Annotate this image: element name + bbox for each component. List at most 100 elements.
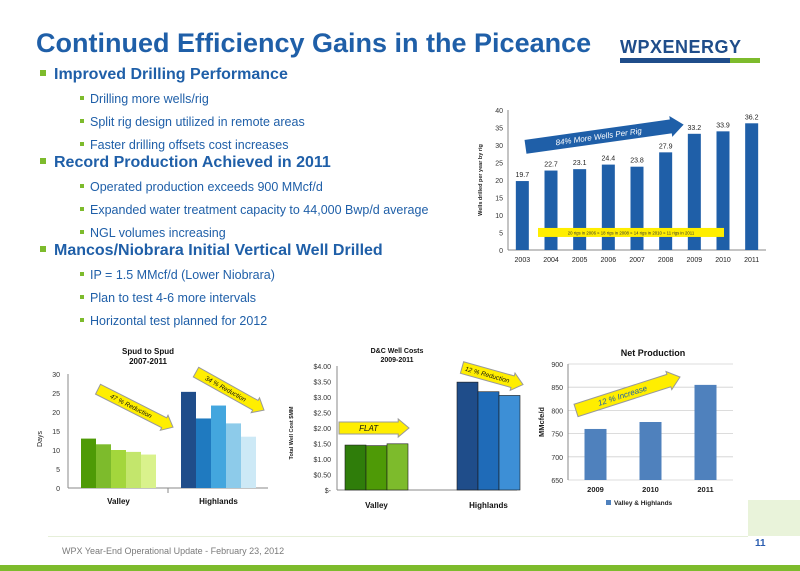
arrow-highlands-reduction-label: 34 % Reduction [204,375,248,404]
y-tick-label: 5 [499,231,503,238]
arrow-more-wells-shape [524,115,684,154]
y-tick-label: 700 [551,455,563,462]
bullet-item: IP = 1.5 MMcf/d (Lower Niobrara) [80,268,275,282]
data-label: 27.9 [659,143,673,150]
data-label: 36.2 [745,114,759,121]
bar-valley [81,438,96,488]
y-tick-label: 35 [495,126,503,133]
x-tick-label: 2004 [543,257,559,264]
footer-divider [48,536,748,537]
rigs-callout-text: 20 rigs in 2006 » 18 rigs in 2008 » 14 r… [568,230,695,235]
y-axis-title: Days [37,431,44,447]
y-tick-label: 25 [495,161,503,168]
arrow-valley-reduction-label: 47 % Reduction [109,393,153,420]
page-title: Continued Efficiency Gains in the Picean… [36,28,592,58]
footer-text: WPX Year-End Operational Update - Februa… [62,546,285,556]
bar-2009 [687,133,701,250]
y-tick-label: 20 [52,410,60,417]
y-tick-label: $1.00 [313,457,331,464]
x-tick-label: 2011 [697,485,713,494]
bar-highlands [498,395,521,491]
y-tick-label: 900 [551,362,563,369]
y-tick-label: 750 [551,432,563,439]
page-number: 11 [755,538,766,549]
bullet-heading: Record Production Achieved in 2011 [40,154,331,172]
y-tick-label: 25 [52,391,60,398]
x-tick-label: Highlands [469,501,508,510]
x-tick-label: 2010 [715,257,731,264]
bar-2007 [630,166,644,250]
chart-title: Net Production [621,348,686,358]
rigs-callout-box [538,227,724,237]
bar-highlands [477,391,500,491]
bullet-item: Plan to test 4-6 more intervals [80,291,256,305]
bar-2008 [659,152,673,250]
x-tick-label: 2011 [744,257,759,264]
logo-text: WPXENERGY [620,37,742,57]
bar-2003 [515,181,529,250]
x-tick-label: 2010 [642,485,659,494]
y-tick-label: 0 [499,248,503,255]
y-tick-label: $2.00 [313,426,331,433]
bar-highlands [241,436,256,488]
y-tick-label: 40 [495,108,503,115]
y-tick-label: 10 [495,213,503,220]
decorative-panel [748,500,800,536]
bar-2004 [544,170,558,250]
bullet-heading: Improved Drilling Performance [40,66,288,84]
legend-label: Valley & Highlands [614,500,673,507]
bar-highlands [456,381,479,491]
data-label: 33.2 [688,125,702,132]
data-label: 23.8 [630,158,644,165]
arrow-increase-shape [573,370,681,418]
arrow-valley-reduction-shape [94,383,174,432]
data-label: 24.4 [602,156,616,163]
data-label: 33.9 [716,122,730,129]
bar-highlands [211,405,226,488]
bar-2011 [694,384,717,480]
arrow-valley-reduction: 47 % Reduction [94,383,174,432]
logo-underline-blue [620,58,730,63]
x-tick-label: 2005 [572,257,588,264]
chart-subtitle: 2009-2011 [380,357,413,364]
y-tick-label: $0.50 [313,473,331,480]
y-tick-label: 10 [52,448,60,455]
y-tick-label: 0 [56,486,60,493]
bar-valley [96,444,111,488]
bar-valley [386,443,409,491]
x-tick-label: Highlands [199,497,238,506]
bullet-item: Horizontal test planned for 2012 [80,314,267,328]
y-tick-label: 5 [56,467,60,474]
bar-2005 [573,169,587,250]
y-tick-label: $3.00 [313,395,331,402]
bullet-item: Drilling more wells/rig [80,92,209,106]
arrow-highlands-reduction-shape [192,366,265,414]
y-axis-title: Wells drilled per year by rig [478,144,484,216]
arrow-more-wells-label: 84% More Wells Per Rig [555,126,643,147]
bar-highlands [226,423,241,488]
bar-2011 [745,123,759,250]
y-tick-label: 15 [495,196,503,203]
chart-subtitle: 2007-2011 [129,357,167,366]
y-tick-label: $1.50 [313,442,331,449]
bullet-item: Faster drilling offsets cost increases [80,138,288,152]
x-tick-label: 2008 [658,257,674,264]
bullet-item: Split rig design utilized in remote area… [80,115,305,129]
bullet-item: Expanded water treatment capacity to 44,… [80,203,428,217]
data-label: 19.7 [516,172,530,179]
arrow-flat-label: FLAT [359,424,379,433]
y-tick-label: 800 [551,408,563,415]
arrow-flat: FLAT [338,417,410,439]
arrow-increase: 12 % Increase [573,370,681,418]
bar-valley [141,454,156,488]
y-tick-label: 650 [551,478,563,485]
x-tick-label: 2009 [587,485,604,494]
bar-2006 [601,164,615,250]
bar-valley [126,451,141,488]
y-tick-label: $3.50 [313,380,331,387]
data-label: 22.7 [544,162,558,169]
bar-2010 [639,422,662,480]
bar-2010 [716,131,730,250]
wells-per-rig-chart: 0 5 10 15 20 25 30 35 40 Wells drilled per year b… [478,108,766,264]
